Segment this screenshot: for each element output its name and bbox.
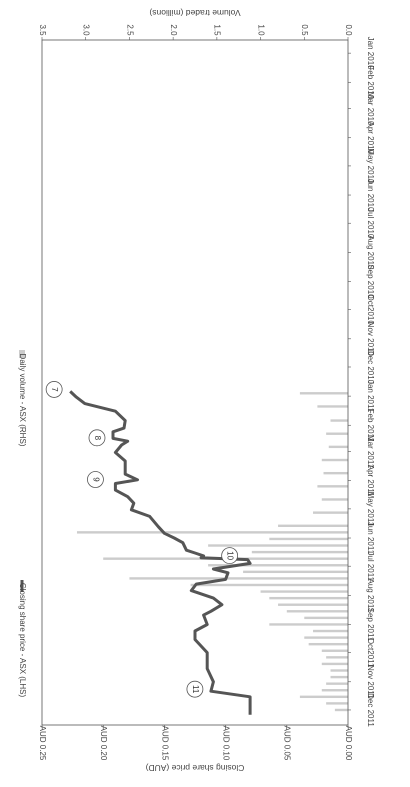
- date-tick-label-17: Jun 2011: [366, 522, 375, 555]
- annotation-circle-11: [186, 680, 204, 698]
- volume-bar-19: [190, 583, 348, 587]
- volume-bar-26: [313, 629, 348, 633]
- volume-bar-32: [330, 669, 348, 672]
- date-tick-label-4: May 2010: [366, 148, 375, 184]
- annotation-circle-9: [87, 471, 104, 488]
- date-tick-label-5: Jun 2010: [366, 179, 375, 212]
- volume-tick-label-2: 1.0: [256, 24, 265, 36]
- volume-bar-30: [326, 656, 348, 659]
- date-tick-label-3: Apr 2010: [366, 121, 375, 154]
- volume-bar-10: [278, 524, 348, 527]
- date-tick-label-0: Jan 2010: [366, 37, 375, 70]
- plot-frame: [41, 39, 349, 726]
- volume-bar-24: [304, 616, 348, 620]
- volume-axis-title: Volume traded (millions): [149, 8, 240, 18]
- volume-bar-31: [321, 662, 348, 666]
- date-tick-label-13: Feb 2011: [366, 409, 375, 443]
- date-tick-label-16: May 2011: [366, 492, 375, 527]
- volume-tick-label-5: 2.5: [125, 24, 134, 36]
- date-tick-label-22: Nov 2011: [366, 665, 375, 699]
- date-tick-label-7: Aug 2010: [366, 235, 375, 270]
- volume-bar-33: [330, 675, 348, 679]
- volume-bar-34: [326, 682, 348, 685]
- date-tick-label-19: Aug 2011: [366, 578, 375, 612]
- volume-bar-38: [334, 708, 348, 712]
- volume-tick-label-3: 1.5: [213, 24, 222, 36]
- annotation-circle-10: [221, 547, 239, 565]
- annotation-label-11: 11: [191, 685, 200, 694]
- volume-bar-16: [208, 564, 348, 567]
- date-tick-label-14: Mar 2011: [366, 435, 375, 469]
- date-tick-label-8: Sep 2010: [366, 264, 375, 299]
- annotation-label-7: 7: [50, 387, 59, 392]
- date-tick-label-11: Dec 2010: [366, 350, 375, 385]
- price-line: [69, 390, 252, 715]
- date-tick-label-10: Nov 2010: [366, 322, 375, 357]
- annotation-circle-8: [88, 429, 106, 447]
- volume-bar-6: [323, 471, 348, 475]
- volume-bar-2: [330, 419, 348, 422]
- date-tick-label-1: Feb 2010: [366, 65, 375, 99]
- volume-bar-35: [321, 689, 348, 692]
- annotations: 7 8 9 10 11: [45, 381, 239, 698]
- volume-bar-25: [269, 623, 348, 626]
- price-tick-label-5: AUD 0.25: [38, 726, 47, 761]
- volume-bar-11: [76, 531, 348, 534]
- annotation-label-9: 9: [91, 477, 100, 482]
- volume-bar-23: [286, 610, 348, 613]
- annotation-label-10: 10: [226, 551, 235, 560]
- volume-bar-0: [299, 392, 348, 395]
- date-tick-label-15: Apr 2011: [366, 465, 375, 497]
- price-tick-label-0: AUD 0.00: [344, 726, 353, 761]
- volume-bar-5: [321, 458, 348, 462]
- volume-bar-14: [251, 550, 348, 554]
- volume-bar-4: [328, 445, 348, 449]
- legend-label-volume: Daily volume - ASX (RHS): [18, 354, 27, 447]
- volume-tick-label-0: 0.0: [344, 24, 353, 36]
- legend: Closing share price - ASX (LHS) Daily vol…: [18, 350, 27, 697]
- price-tick-label-3: AUD 0.15: [160, 726, 169, 761]
- volume-bar-37: [326, 702, 348, 705]
- legend-swatch-volume: [19, 350, 25, 358]
- price-tick-label-4: AUD 0.20: [99, 726, 108, 761]
- date-tick-label-6: Jul 2010: [366, 208, 375, 239]
- volume-tick-label-1: 0.5: [300, 24, 309, 36]
- volume-bar-8: [321, 498, 348, 501]
- date-tick-label-21: Oct2011: [366, 638, 375, 668]
- plot-area: [69, 390, 348, 715]
- legend-label-price: Closing share price - ASX (LHS): [18, 583, 27, 698]
- date-tick-label-2: Mar 2010: [366, 92, 375, 126]
- volume-bar-18: [129, 577, 348, 580]
- volume-tick-label-6: 3.0: [82, 24, 91, 36]
- date-tick-label-23: Dec 2011: [366, 693, 375, 727]
- volume-tick-label-4: 2.0: [169, 24, 178, 36]
- price-axis-title: Closing share price (AUD): [145, 763, 244, 773]
- volume-bar-1: [317, 405, 348, 408]
- annotation-circle-7: [45, 381, 63, 398]
- volume-bar-9: [313, 511, 348, 514]
- volume-bar-36: [299, 695, 348, 699]
- volume-bar-13: [208, 544, 348, 547]
- date-tick-label-9: Oct2010: [366, 295, 375, 326]
- volume-bar-27: [304, 636, 348, 639]
- date-tick-label-12: Jan 2011: [366, 380, 375, 413]
- annotation-label-8: 8: [93, 436, 102, 441]
- price-tick-label-1: AUD 0.05: [283, 726, 292, 761]
- volume-bar-17: [243, 570, 348, 574]
- volume-bar-7: [317, 485, 348, 488]
- volume-bar-21: [269, 596, 348, 600]
- volume-bar-28: [308, 642, 348, 646]
- volume-bar-12: [269, 537, 348, 541]
- volume-bar-20: [260, 590, 348, 593]
- volume-bar-22: [278, 603, 348, 606]
- volume-bar-29: [321, 649, 348, 652]
- date-tick-label-20: Sep 2011: [366, 608, 375, 642]
- volume-tick-label-7: 3.5: [38, 24, 47, 36]
- price-tick-label-2: AUD 0.10: [221, 726, 230, 761]
- volume-bar-3: [326, 432, 348, 435]
- date-tick-label-18: Jul 2011: [366, 551, 375, 581]
